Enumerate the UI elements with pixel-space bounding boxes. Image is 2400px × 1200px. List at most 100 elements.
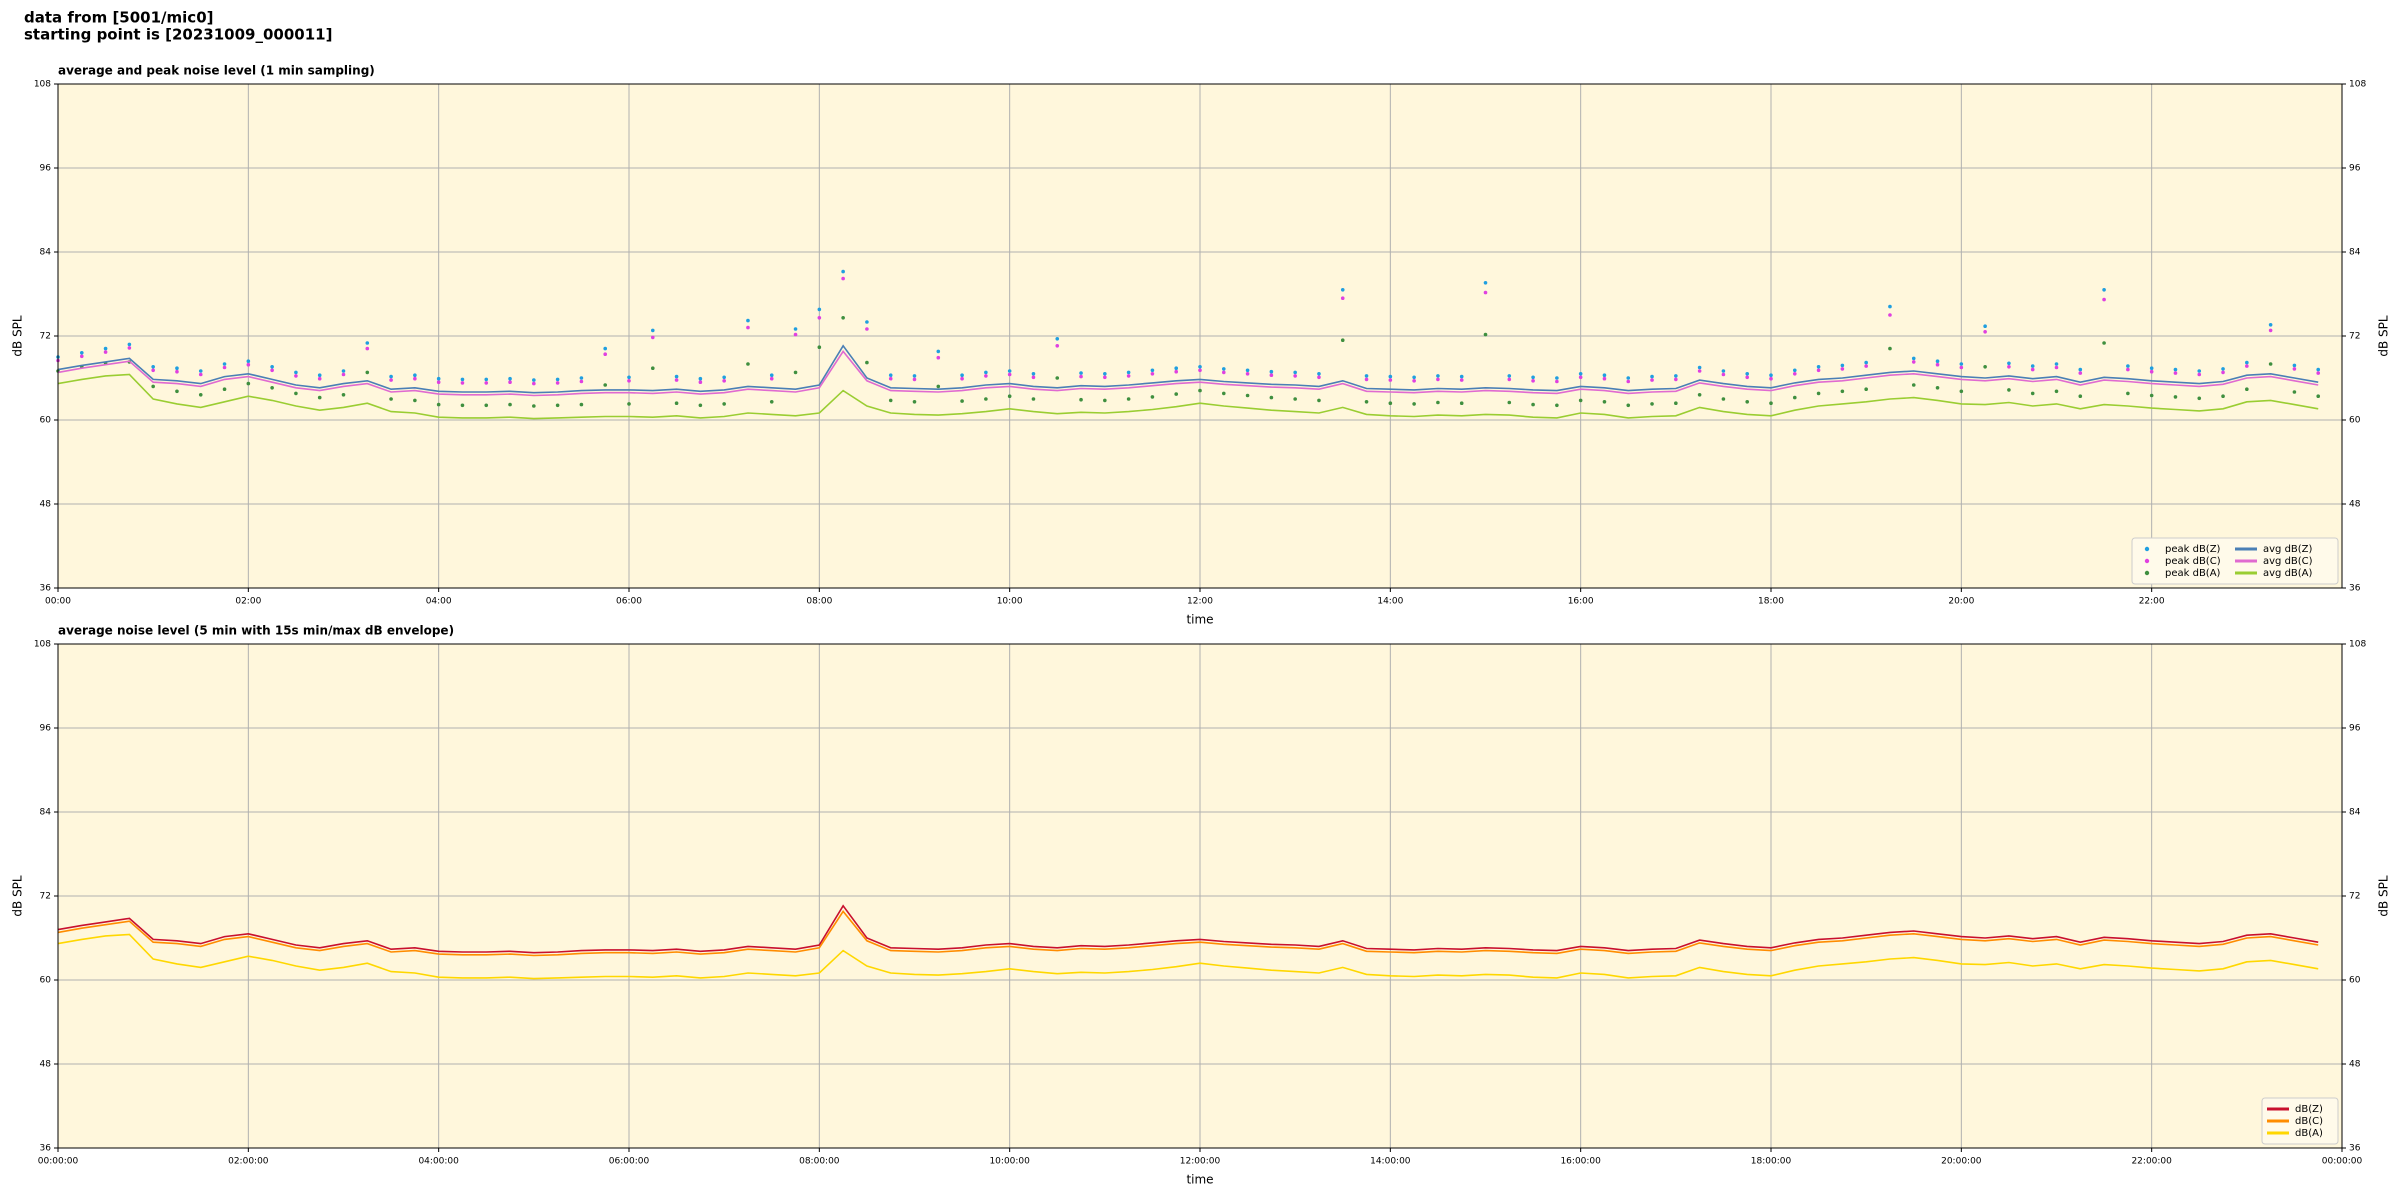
peak-point [2126, 364, 2130, 368]
peak-point [1436, 374, 1440, 378]
peak-point [460, 377, 465, 382]
peak-point [2173, 367, 2178, 372]
peak-point [1555, 379, 1559, 384]
y-tick-label: 84 [40, 808, 52, 818]
y-tick-label: 48 [40, 500, 52, 510]
peak-point [1697, 369, 1702, 373]
peak-point [1269, 373, 1274, 378]
y2-axis-label: dB SPL [2377, 315, 2391, 357]
peak-point [2078, 371, 2083, 375]
series-line [57, 373, 2319, 420]
peak-point [1911, 383, 1916, 387]
peak-point [1911, 360, 1916, 364]
x-tick-label: 16:00 [1568, 597, 1594, 607]
x-tick-label: 12:00:00 [1180, 1157, 1221, 1167]
peak-point [1293, 397, 1297, 401]
peak-point [2316, 367, 2321, 372]
x-tick-label: 08:00 [806, 597, 832, 607]
peak-point [2268, 362, 2273, 366]
chart-title: average and peak noise level (1 min samp… [58, 64, 375, 78]
peak-point [793, 327, 798, 331]
y2-tick-label: 96 [2349, 164, 2361, 174]
peak-point [436, 402, 441, 407]
peak-point [1412, 379, 1416, 383]
peak-point [1031, 397, 1036, 401]
peak-point [389, 374, 393, 379]
x-axis-label: time [1186, 613, 1213, 627]
peak-point [151, 384, 155, 389]
x-tick-label: 02:00 [235, 597, 261, 607]
peak-point [1293, 370, 1297, 375]
peak-point [1221, 370, 1226, 375]
peak-point [698, 380, 703, 385]
peak-point [1388, 374, 1393, 379]
peak-point [1769, 401, 1773, 406]
peak-point [674, 378, 679, 382]
peak-point [2245, 360, 2249, 365]
peak-point [2126, 391, 2130, 396]
peak-point [1507, 377, 1512, 382]
series-line [57, 344, 2319, 394]
peak-point [2197, 372, 2202, 377]
y-tick-label: 36 [40, 1144, 52, 1154]
legend-label: dB(A) [2295, 1128, 2323, 1139]
peak-point [1340, 288, 1345, 292]
peak-point [1983, 324, 1987, 329]
y2-tick-label: 36 [2349, 584, 2361, 594]
peak-point [1816, 368, 1821, 373]
y-tick-label: 60 [40, 416, 52, 426]
peak-point [436, 380, 441, 385]
peak-point [413, 398, 417, 403]
peak-point [2054, 362, 2059, 366]
peak-point [888, 373, 893, 378]
peak-point [603, 352, 608, 357]
peak-point [508, 380, 512, 385]
peak-point [984, 370, 988, 375]
peak-point [555, 381, 560, 385]
peak-point [175, 389, 179, 394]
peak-point [1364, 374, 1369, 378]
peak-point [627, 402, 631, 406]
peak-point [1459, 401, 1464, 406]
peak-point [817, 307, 822, 312]
series-line [57, 910, 2319, 957]
peak-point [1198, 365, 1202, 369]
peak-point [603, 346, 608, 351]
y-tick-label: 96 [40, 164, 52, 174]
peak-point [294, 370, 298, 375]
peak-point [1983, 330, 1987, 334]
peak-point [460, 403, 465, 408]
peak-point [579, 379, 584, 384]
peak-point [508, 376, 512, 381]
peak-point [1888, 313, 1892, 317]
peak-point [79, 354, 84, 359]
peak-point [1864, 360, 1868, 365]
peak-point [960, 399, 964, 403]
peak-point [1055, 376, 1060, 380]
peak-point [841, 276, 845, 281]
legend-marker [2144, 570, 2150, 576]
peak-point [912, 374, 917, 378]
peak-point [1483, 281, 1488, 285]
peak-point [389, 378, 393, 382]
peak-point [1055, 344, 1060, 348]
peak-point [1674, 377, 1678, 382]
peak-point [1007, 394, 1012, 399]
peak-point [1031, 375, 1036, 380]
peak-point [246, 359, 251, 364]
peak-point [650, 335, 655, 340]
peak-point [1769, 373, 1773, 378]
y-axis-label: dB SPL [11, 875, 25, 917]
peak-point [2054, 365, 2059, 370]
peak-point [1745, 375, 1750, 380]
peak-point [389, 397, 393, 401]
peak-point [2221, 367, 2225, 371]
x-tick-label: 10:00 [997, 597, 1023, 607]
peak-point [2221, 394, 2225, 399]
peak-point [2292, 363, 2297, 368]
y-tick-label: 36 [40, 584, 52, 594]
peak-point [1602, 376, 1607, 381]
peak-point [1769, 376, 1773, 381]
y2-tick-label: 84 [2349, 808, 2361, 818]
y2-tick-label: 108 [2349, 80, 2366, 90]
